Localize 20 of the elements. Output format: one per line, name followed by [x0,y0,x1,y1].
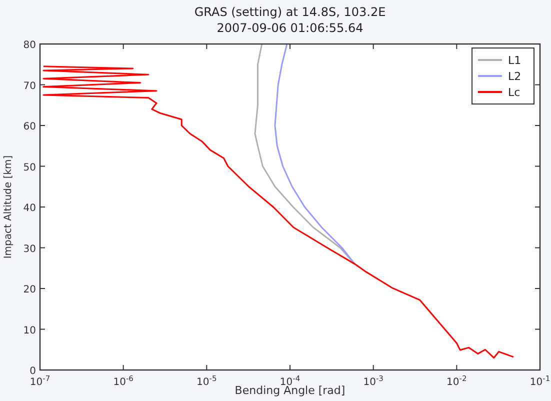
y-tick-label: 50 [23,162,36,174]
y-tick-label: 80 [23,40,36,51]
x-tick-label: 10$^{-5}$ [196,374,217,388]
y-axis-title: Impact Altitude [km] [3,155,14,259]
y-tick-label: 40 [23,203,36,214]
chart-subtitle: 2007-09-06 01:06:55.64 [216,21,364,35]
legend-label: L1 [508,54,522,67]
y-tick-label: 10 [23,325,36,336]
x-tick-label: 10$^{-1}$ [530,374,550,388]
y-tick-label: 30 [23,244,36,255]
x-tick-label: 10$^{-3}$ [363,374,384,388]
y-tick-label: 20 [23,284,36,296]
legend-label: L2 [508,70,522,83]
x-tick-label: 10$^{-6}$ [113,374,134,388]
chart-title: GRAS (setting) at 14.8S, 103.2E [194,5,386,19]
x-tick-label: 10$^{-2}$ [446,374,467,388]
legend-label: Lc [508,86,520,99]
x-axis-title: Bending Angle [rad] [234,384,346,397]
y-tick-label: 60 [23,122,36,132]
y-tick-label: 70 [23,80,36,92]
